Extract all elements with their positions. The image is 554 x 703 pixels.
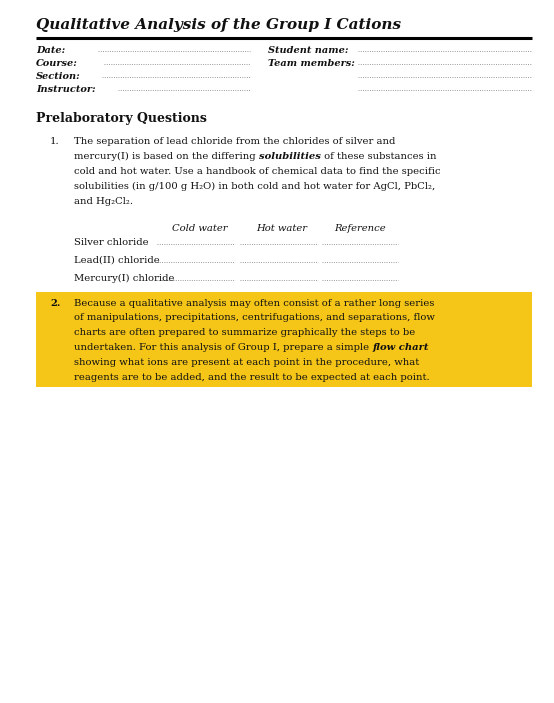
- Text: Because a qualitative analysis may often consist of a rather long series: Because a qualitative analysis may often…: [74, 299, 434, 307]
- Text: Prelaboratory Questions: Prelaboratory Questions: [36, 112, 207, 124]
- Text: Course:: Course:: [36, 59, 78, 68]
- Text: Silver chloride: Silver chloride: [74, 238, 148, 247]
- Text: cold and hot water. Use a handbook of chemical data to find the specific: cold and hot water. Use a handbook of ch…: [74, 167, 440, 176]
- Text: 2.: 2.: [50, 299, 60, 307]
- Text: The separation of lead chloride from the chlorides of silver and: The separation of lead chloride from the…: [74, 138, 396, 146]
- Text: Lead(II) chloride: Lead(II) chloride: [74, 256, 160, 265]
- Text: Team members:: Team members:: [268, 59, 355, 68]
- Text: Hot water: Hot water: [257, 224, 307, 233]
- Bar: [36, 292, 532, 387]
- Text: showing what ions are present at each point in the procedure, what: showing what ions are present at each po…: [74, 358, 419, 367]
- Text: undertaken. For this analysis of Group I, prepare a simple: undertaken. For this analysis of Group I…: [74, 343, 372, 352]
- Text: solubilities: solubilities: [259, 153, 321, 161]
- Text: flow chart: flow chart: [372, 343, 429, 352]
- Text: Student name:: Student name:: [268, 46, 348, 55]
- Text: Reference: Reference: [334, 224, 386, 233]
- Text: of these substances in: of these substances in: [321, 153, 436, 161]
- Text: mercury(I) is based on the differing: mercury(I) is based on the differing: [74, 153, 259, 162]
- Text: reagents are to be added, and the result to be expected at each point.: reagents are to be added, and the result…: [74, 373, 429, 382]
- Text: Section:: Section:: [36, 72, 81, 81]
- Text: Mercury(I) chloride: Mercury(I) chloride: [74, 274, 175, 283]
- Text: Qualitative Analysis of the Group I Cations: Qualitative Analysis of the Group I Cati…: [36, 18, 401, 32]
- Text: solubilities (in g/100 g H₂O) in both cold and hot water for AgCl, PbCl₂,: solubilities (in g/100 g H₂O) in both co…: [74, 182, 435, 191]
- Text: and Hg₂Cl₂.: and Hg₂Cl₂.: [74, 197, 133, 206]
- Text: Cold water: Cold water: [172, 224, 228, 233]
- Text: Instructor:: Instructor:: [36, 85, 96, 94]
- Text: charts are often prepared to summarize graphically the steps to be: charts are often prepared to summarize g…: [74, 328, 416, 337]
- Text: 1.: 1.: [50, 138, 60, 146]
- Text: of manipulations, precipitations, centrifugations, and separations, flow: of manipulations, precipitations, centri…: [74, 314, 435, 322]
- Text: Date:: Date:: [36, 46, 65, 55]
